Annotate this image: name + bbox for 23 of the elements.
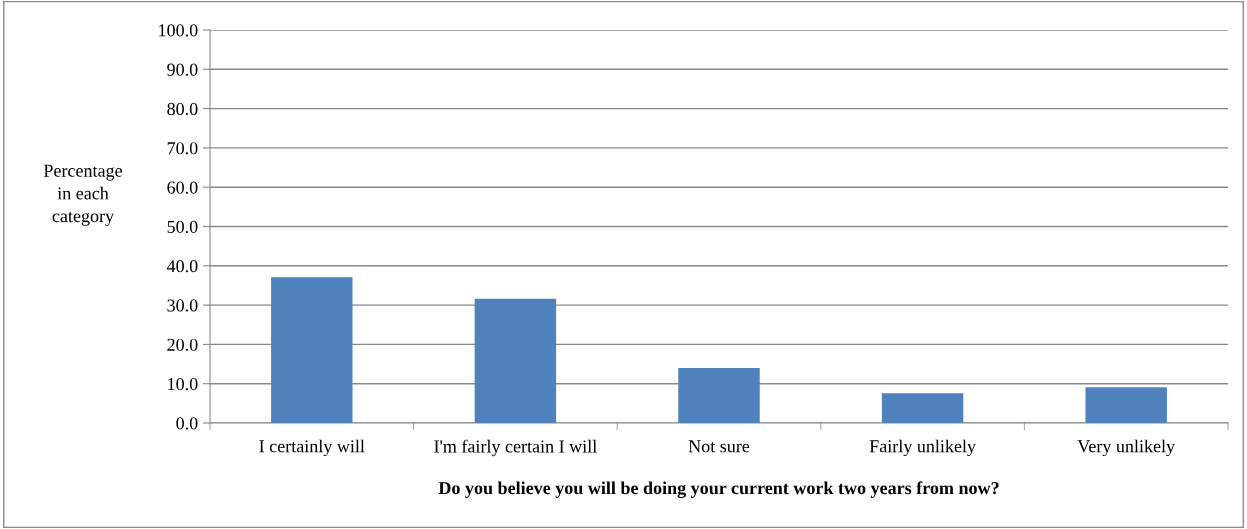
bar <box>678 367 760 423</box>
x-tick-label: I'm fairly certain I will <box>434 439 597 457</box>
y-tick-label: 80.0 <box>167 102 198 116</box>
y-tick-label: 10.0 <box>168 377 198 391</box>
y-tick-label: 60.0 <box>167 181 198 194</box>
y-tick-label: 40.0 <box>166 260 198 273</box>
x-tick-label: Fairly unlikely <box>869 439 976 457</box>
x-tick-label: Not sure <box>688 440 750 453</box>
x-axis-title: Do you believe you will be doing your current work two years from now? <box>438 481 999 498</box>
y-tick-label: 0.0 <box>176 417 198 430</box>
y-tick-label: 30.0 <box>167 299 198 312</box>
x-tick-label: Very unlikely <box>1077 439 1176 457</box>
y-axis-title: Percentage in each category <box>43 164 122 226</box>
bar <box>881 393 964 423</box>
y-tick-label: 90.0 <box>167 63 198 76</box>
y-tick-label: 20.0 <box>167 338 198 351</box>
y-tick-label: 100.0 <box>159 24 198 37</box>
y-tick-label: 70.0 <box>167 142 198 155</box>
bar <box>1085 387 1167 423</box>
x-tick-label: I certainly will <box>259 439 365 457</box>
y-tick-label: 50.0 <box>167 220 198 234</box>
bar <box>271 277 353 423</box>
bar <box>474 298 557 423</box>
